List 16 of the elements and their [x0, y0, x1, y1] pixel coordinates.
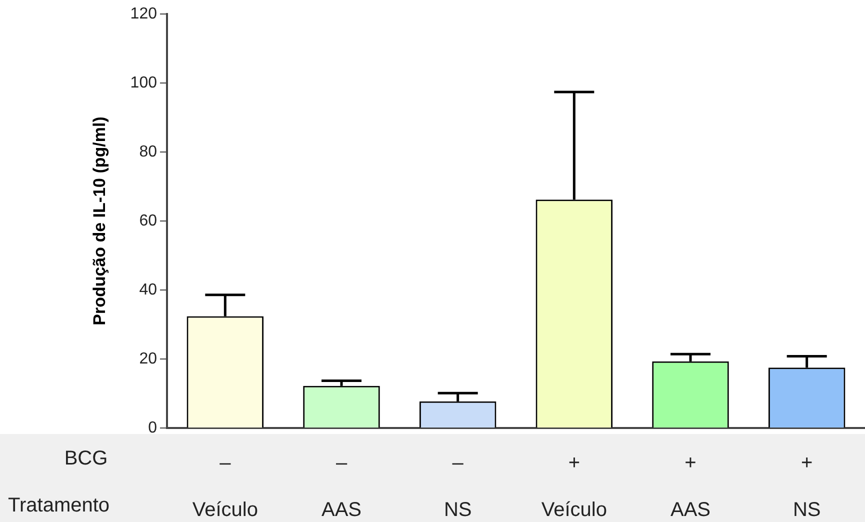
category-label: – NS	[444, 452, 472, 522]
y-tick-label: 80	[139, 143, 158, 160]
category-label: + Veículo	[541, 452, 607, 522]
y-tick-label: 60	[139, 212, 158, 230]
category-label: + NS	[792, 452, 821, 522]
text: BCG	[64, 448, 108, 470]
y-tick-label: 120	[130, 5, 158, 22]
category-label: – AAS	[321, 452, 362, 522]
y-axis-title: Produção de IL-10 (pg/ml)	[90, 116, 109, 326]
category-label: – Veículo	[192, 452, 258, 522]
y-tick-label: 0	[148, 419, 158, 436]
y-tick-label: 100	[130, 74, 158, 92]
category-label: + AAS	[670, 452, 711, 522]
y-tick-label: 40	[139, 281, 158, 298]
y-tick-label: 20	[139, 350, 158, 368]
text: Tratamento	[8, 494, 110, 517]
